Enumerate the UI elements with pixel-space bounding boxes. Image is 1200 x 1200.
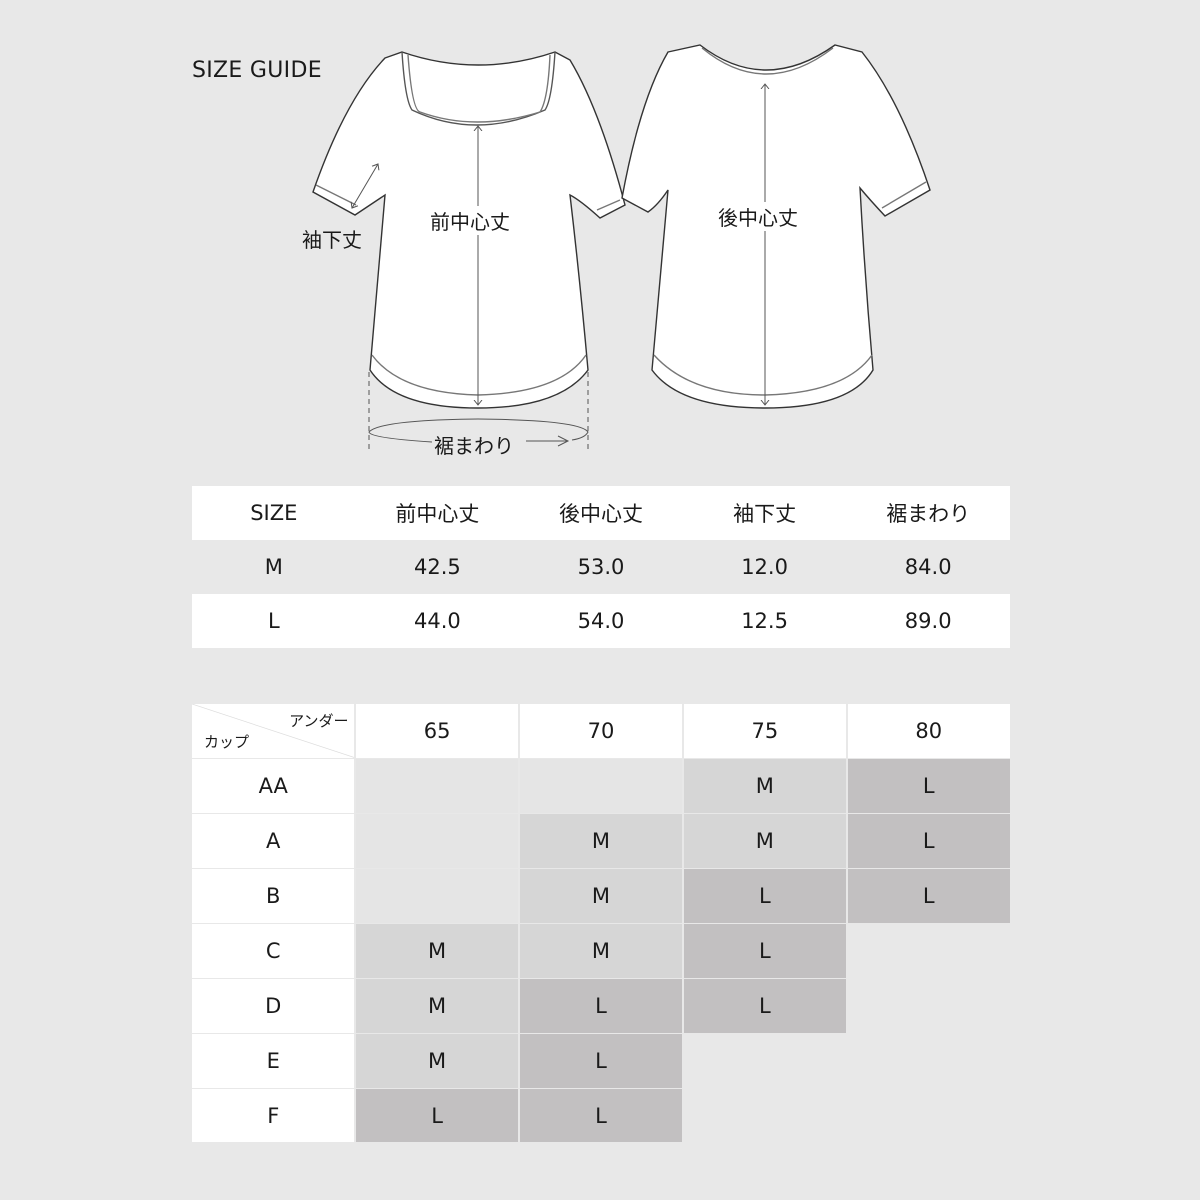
table-row: L 44.0 54.0 12.5 89.0 xyxy=(192,594,1010,648)
cup-row-label: D xyxy=(192,978,355,1033)
table-cell: M xyxy=(192,540,356,594)
under-header-cell: 80 xyxy=(847,704,1010,758)
size-table-header: SIZE 前中心丈 後中心丈 袖下丈 裾まわり xyxy=(192,486,1010,540)
header-cell: SIZE xyxy=(192,486,356,540)
size-table: SIZE 前中心丈 後中心丈 袖下丈 裾まわり M 42.5 53.0 12.0… xyxy=(192,486,1010,648)
hem-circumference-label: 裾まわり xyxy=(434,434,514,458)
size-cell: M xyxy=(683,758,847,813)
size-cell: M xyxy=(519,813,683,868)
size-cell: L xyxy=(847,868,1010,923)
front-length-label: 前中心丈 xyxy=(430,206,510,235)
size-cell: L xyxy=(519,1033,683,1088)
table-cell: 84.0 xyxy=(846,540,1010,594)
corner-header-cell: アンダー カップ xyxy=(192,704,355,758)
size-cell xyxy=(847,1088,1010,1143)
size-cell: L xyxy=(519,978,683,1033)
table-cell: L xyxy=(192,594,356,648)
diagonal-divider xyxy=(192,704,355,758)
size-cell: M xyxy=(355,923,519,978)
cup-label: カップ xyxy=(204,732,250,751)
table-cell: 12.0 xyxy=(682,540,847,594)
back-length-label: 後中心丈 xyxy=(718,202,798,231)
size-cell xyxy=(355,813,519,868)
header-cell: 裾まわり xyxy=(846,486,1010,540)
size-cell xyxy=(683,1033,847,1088)
cup-size-table: アンダー カップ 65 70 75 80 AA M L A M M L B M L L C M M L D M L L E M L… xyxy=(192,704,1010,1143)
under-label: アンダー xyxy=(289,712,349,730)
header-cell: 後中心丈 xyxy=(519,486,683,540)
size-cell xyxy=(847,1033,1010,1088)
garment-diagram xyxy=(312,44,931,452)
table-cell: 12.5 xyxy=(682,594,847,648)
size-cell: M xyxy=(355,978,519,1033)
size-cell xyxy=(683,1088,847,1143)
table-cell: 89.0 xyxy=(846,594,1010,648)
size-cell xyxy=(519,758,683,813)
under-header-cell: 65 xyxy=(355,704,519,758)
size-cell xyxy=(847,923,1010,978)
size-cell: L xyxy=(683,868,847,923)
size-cell: M xyxy=(519,923,683,978)
size-cell xyxy=(355,758,519,813)
table-cell: 53.0 xyxy=(519,540,683,594)
size-cell: L xyxy=(847,813,1010,868)
size-cell: L xyxy=(683,978,847,1033)
size-cell: L xyxy=(847,758,1010,813)
cup-row-label: B xyxy=(192,868,355,923)
size-cell: L xyxy=(519,1088,683,1143)
cup-row-label: AA xyxy=(192,758,355,813)
cup-row-label: E xyxy=(192,1033,355,1088)
cup-row-label: A xyxy=(192,813,355,868)
size-cell: L xyxy=(683,923,847,978)
size-cell xyxy=(355,868,519,923)
table-cell: 42.5 xyxy=(355,540,520,594)
header-cell: 前中心丈 xyxy=(355,486,520,540)
size-cell: M xyxy=(355,1033,519,1088)
table-cell: 44.0 xyxy=(355,594,520,648)
page-title: SIZE GUIDE xyxy=(192,58,322,83)
size-cell: L xyxy=(355,1088,519,1143)
under-header-cell: 75 xyxy=(683,704,847,758)
header-cell: 袖下丈 xyxy=(682,486,847,540)
under-header-cell: 70 xyxy=(519,704,683,758)
table-row: M 42.5 53.0 12.0 84.0 xyxy=(192,540,1010,594)
cup-row-label: F xyxy=(192,1088,355,1143)
size-cell: M xyxy=(519,868,683,923)
table-cell: 54.0 xyxy=(519,594,683,648)
cup-row-label: C xyxy=(192,923,355,978)
size-cell: M xyxy=(683,813,847,868)
size-cell xyxy=(847,978,1010,1033)
sleeve-length-label: 袖下丈 xyxy=(302,228,362,252)
